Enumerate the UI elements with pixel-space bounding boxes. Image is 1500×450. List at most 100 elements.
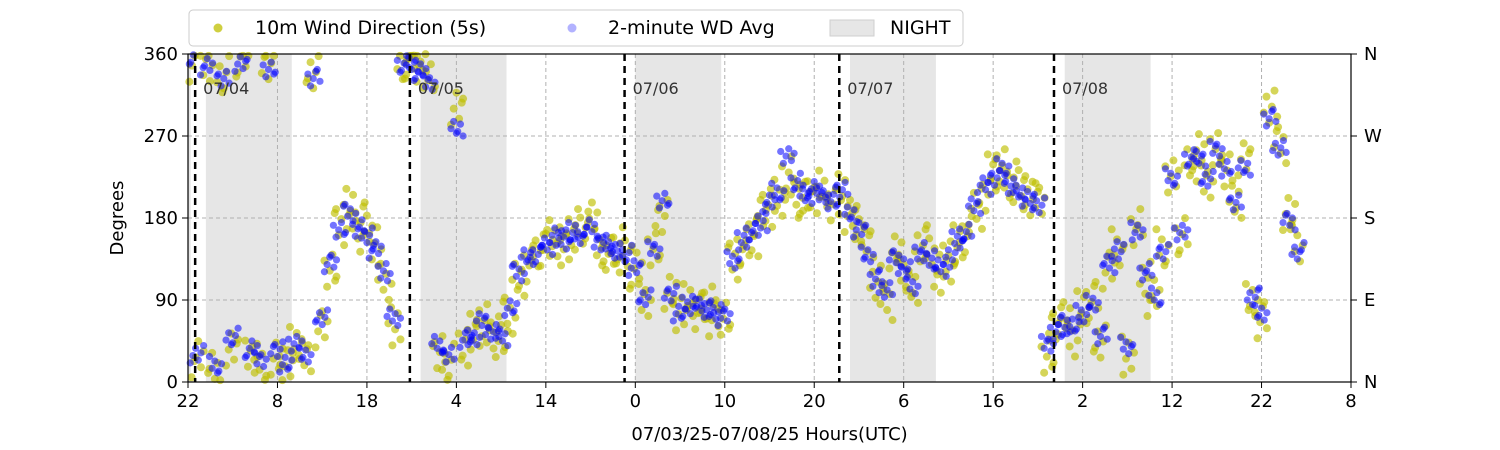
- data-point: [630, 257, 638, 265]
- y-tick-label-1: 90: [155, 290, 178, 311]
- data-point: [681, 305, 689, 313]
- data-point: [1089, 347, 1098, 356]
- data-point: [1131, 228, 1139, 237]
- data-point: [1241, 279, 1250, 288]
- data-point: [377, 274, 385, 282]
- data-point: [956, 225, 964, 233]
- data-point: [459, 132, 467, 140]
- data-point: [894, 269, 902, 278]
- data-point: [686, 285, 695, 294]
- data-point: [1110, 245, 1118, 253]
- data-point: [951, 239, 959, 248]
- data-point: [1136, 233, 1144, 241]
- data-point: [344, 212, 352, 220]
- data-point: [1173, 236, 1181, 244]
- data-point: [979, 174, 987, 182]
- data-point: [443, 375, 452, 384]
- data-point: [670, 290, 678, 298]
- data-point: [590, 243, 598, 251]
- data-point: [215, 62, 224, 71]
- data-point: [384, 295, 393, 304]
- data-point: [386, 305, 394, 313]
- legend-marker-wind-direction: [213, 23, 223, 33]
- data-point: [885, 256, 893, 264]
- data-point: [869, 250, 877, 259]
- data-point: [675, 302, 683, 310]
- data-point: [1023, 187, 1032, 196]
- data-point: [824, 205, 832, 213]
- data-point: [986, 171, 995, 179]
- data-point: [820, 176, 829, 185]
- data-point: [1174, 250, 1183, 259]
- data-point: [914, 282, 922, 290]
- data-point: [526, 253, 534, 261]
- data-point: [1115, 261, 1124, 270]
- data-point: [545, 216, 554, 225]
- data-point: [1119, 345, 1127, 353]
- data-point: [635, 261, 643, 269]
- data-point: [225, 52, 234, 61]
- data-point: [463, 326, 472, 334]
- data-point: [644, 238, 652, 246]
- data-point: [1209, 149, 1217, 157]
- data-point: [421, 83, 430, 91]
- data-point: [298, 337, 306, 345]
- data-point: [641, 300, 650, 309]
- x-tick-label-10: 2: [1077, 391, 1088, 412]
- data-point: [660, 304, 669, 313]
- data-point: [902, 267, 910, 275]
- data-point: [1138, 276, 1147, 284]
- x-tick-label-13: 8: [1345, 391, 1356, 412]
- data-point: [1206, 137, 1214, 146]
- data-point: [1108, 252, 1116, 260]
- data-point: [442, 358, 450, 366]
- data-point: [1065, 342, 1074, 351]
- data-point: [1251, 293, 1259, 301]
- data-point: [1127, 218, 1135, 227]
- data-point: [452, 129, 460, 137]
- data-point: [1001, 171, 1009, 179]
- data-point: [1040, 344, 1048, 352]
- data-point: [298, 355, 306, 363]
- data-point: [352, 209, 360, 218]
- data-point: [815, 166, 824, 175]
- data-point: [1296, 248, 1304, 256]
- data-point: [1094, 340, 1102, 348]
- data-point: [273, 352, 282, 361]
- data-point: [1157, 235, 1166, 244]
- data-point: [1073, 336, 1082, 345]
- data-point: [591, 220, 599, 228]
- data-point: [520, 291, 529, 300]
- data-point: [946, 263, 954, 271]
- data-point: [977, 209, 985, 218]
- data-point: [1164, 177, 1172, 185]
- data-point: [1035, 208, 1043, 217]
- data-point: [672, 282, 681, 290]
- data-point: [737, 239, 745, 247]
- data-point: [1277, 144, 1285, 152]
- data-point: [1125, 350, 1133, 358]
- data-point: [672, 326, 681, 335]
- day-label-4: 07/08: [1062, 79, 1108, 98]
- data-point: [660, 294, 668, 302]
- data-point: [627, 264, 635, 272]
- data-point: [660, 211, 669, 220]
- data-point: [1271, 139, 1280, 147]
- data-point: [900, 255, 908, 263]
- data-point: [196, 71, 205, 79]
- data-point: [1147, 284, 1156, 292]
- data-point: [1192, 147, 1200, 156]
- data-point: [906, 285, 914, 293]
- data-point: [1117, 248, 1125, 256]
- data-point: [1000, 145, 1009, 154]
- data-point: [424, 75, 432, 84]
- data-point: [1246, 289, 1254, 297]
- data-point: [396, 335, 405, 344]
- data-point: [639, 289, 647, 297]
- data-point: [651, 229, 660, 238]
- data-point: [1153, 289, 1161, 297]
- data-point: [318, 321, 326, 329]
- data-point: [1009, 188, 1017, 197]
- data-point: [995, 167, 1004, 175]
- data-point: [866, 270, 874, 279]
